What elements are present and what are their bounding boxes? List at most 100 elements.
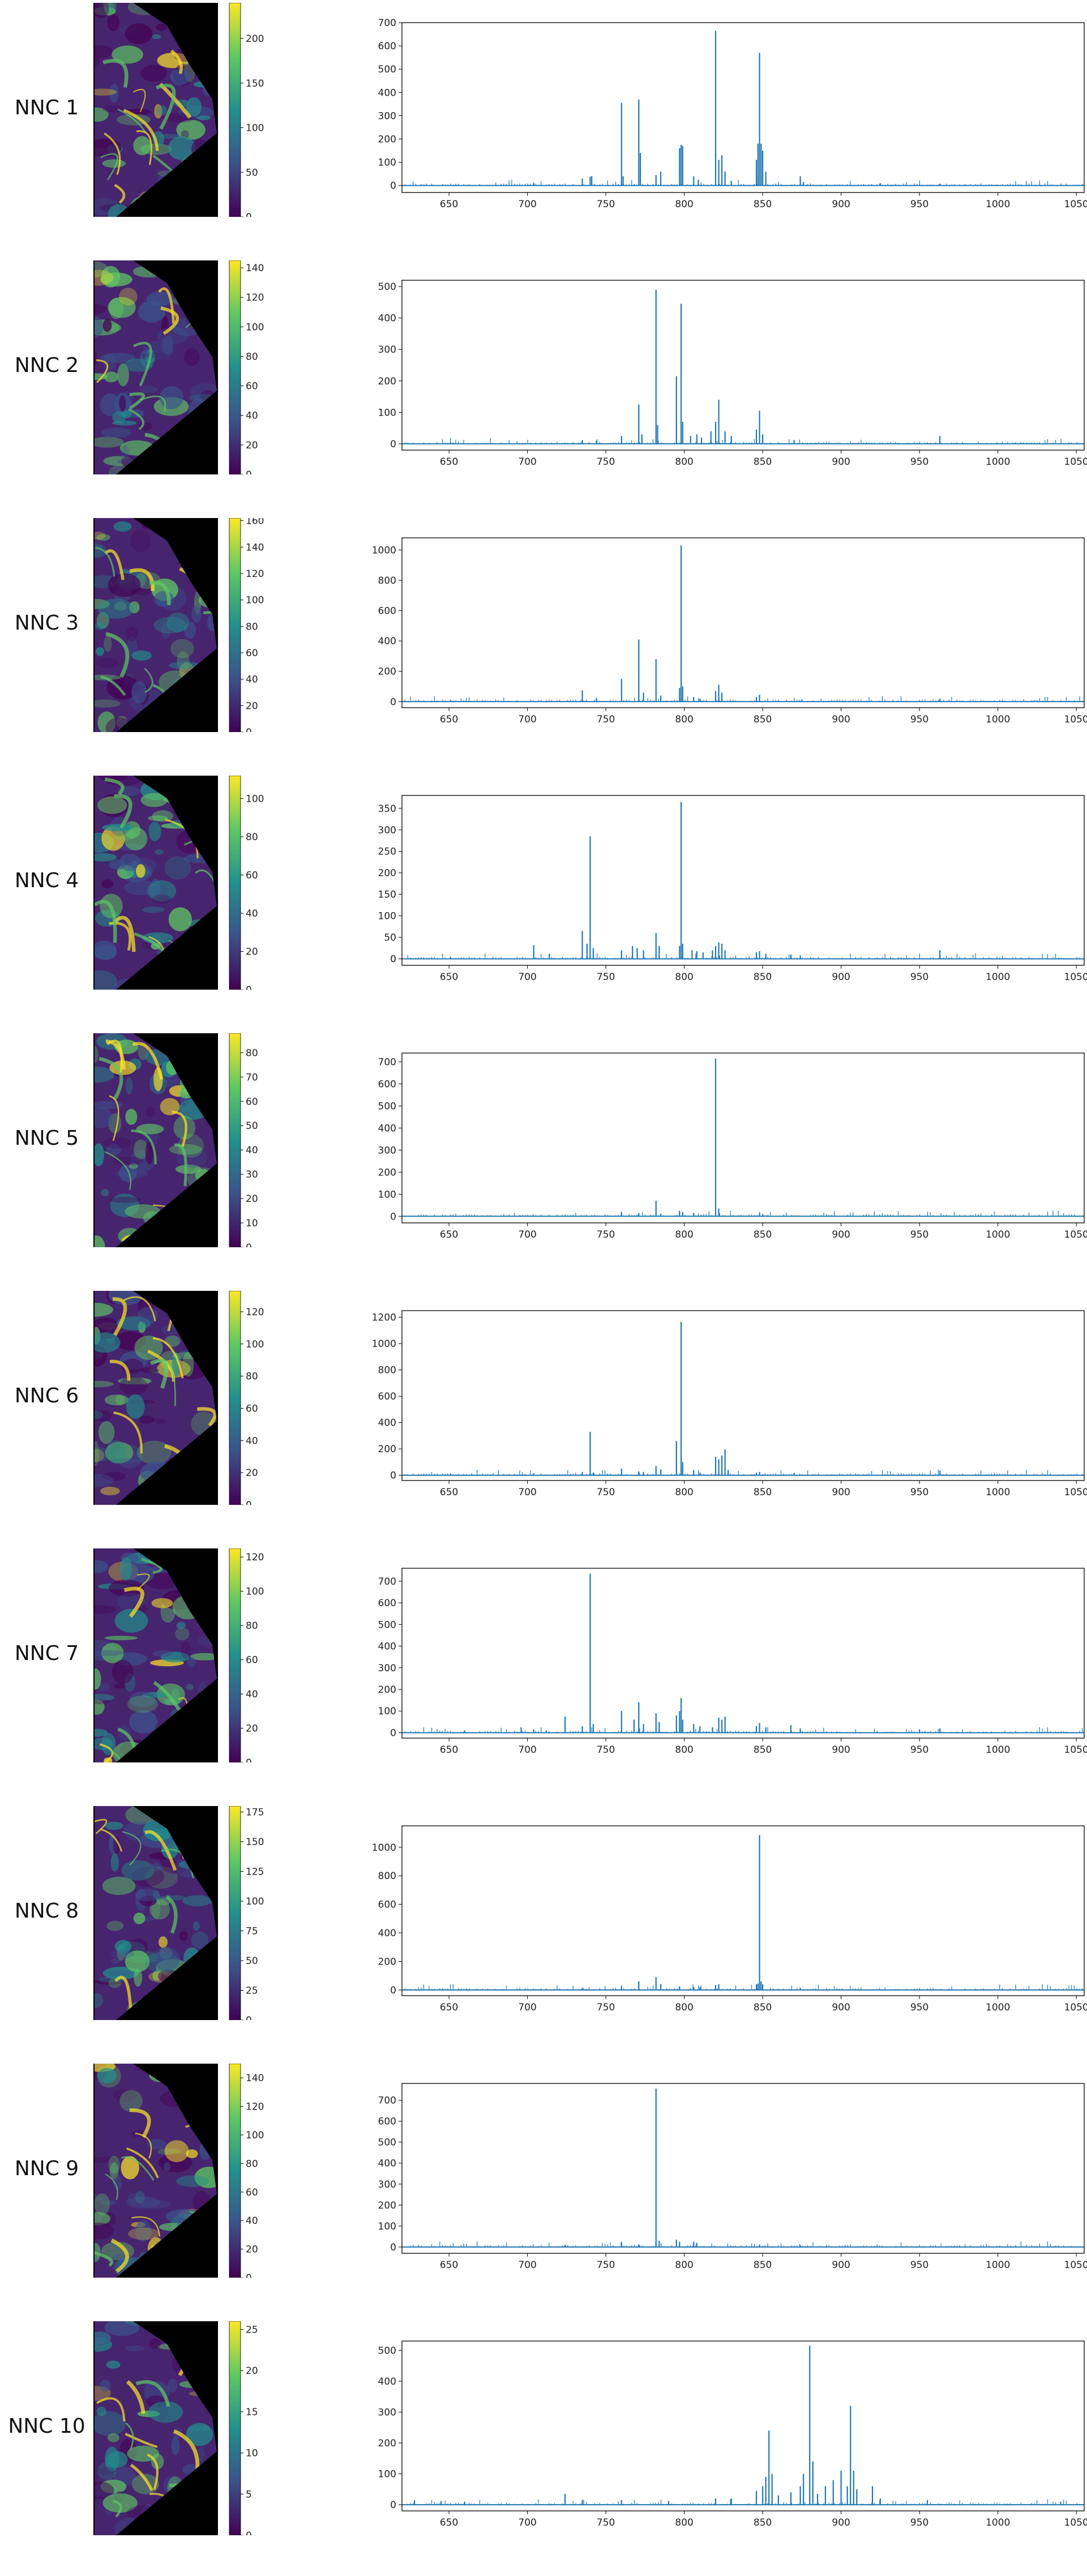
y-tick-label: 800 — [378, 575, 396, 587]
y-tick-label: 350 — [378, 803, 396, 815]
x-tick-label: 1050 — [1064, 714, 1087, 725]
y-tick-label: 600 — [378, 1598, 396, 1609]
colorbar-tick-label: 80 — [246, 621, 258, 632]
y-tick-label: 100 — [378, 2469, 396, 2480]
component-label: NNC 5 — [14, 1127, 79, 1150]
x-tick-label: 800 — [675, 1744, 693, 1756]
mass-spectrum-chart: 0 200 400 600 800 1000 650 700 750 800 850 900 950 10… — [372, 1825, 1087, 2013]
tissue-ion-image — [93, 2064, 218, 2278]
x-tick-label: 850 — [754, 972, 772, 983]
mass-spectrum-chart: 0 200 400 600 800 1000 1200 650 700 750 800 850 900 9… — [372, 1310, 1087, 1498]
y-tick-label: 400 — [378, 1928, 396, 1939]
colorbar-tick-label: 100 — [246, 595, 264, 606]
x-tick-label: 1050 — [1064, 1229, 1087, 1240]
y-tick-label: 0 — [390, 2500, 396, 2511]
spectrum-noise — [404, 1727, 1083, 1733]
tissue-ion-image — [93, 2321, 218, 2535]
y-tick-label: 200 — [378, 868, 396, 879]
mass-spectrum-chart: 0 100 200 300 400 500 600 700 650 700 750 800 850 900… — [378, 18, 1087, 210]
x-tick-label: 800 — [675, 972, 693, 983]
x-tick-label: 700 — [518, 1487, 536, 1498]
x-tick-label: 650 — [440, 1229, 458, 1240]
colorbar-tick-label: 30 — [246, 1169, 258, 1180]
x-tick-label: 750 — [597, 972, 615, 983]
colorbar: 0 10 20 30 40 50 60 70 80 — [229, 1033, 258, 1247]
y-tick-label: 0 — [390, 181, 396, 192]
y-tick-label: 100 — [378, 157, 396, 169]
x-tick-label: 700 — [518, 714, 536, 725]
mass-spectrum-chart: 0 100 200 300 400 500 600 700 650 700 750 800 850 900… — [378, 1052, 1087, 1240]
colorbar-tick-label: 50 — [246, 167, 258, 178]
y-tick-label: 300 — [378, 2179, 396, 2190]
colorbar: 0 20 40 60 80 100 120 140 160 — [229, 518, 264, 732]
x-tick-label: 1000 — [986, 1229, 1010, 1240]
nnc-row: NNC 7 0 20 40 60 80 100 120 0 100 200 300 400 500 600 7… — [0, 1546, 1087, 1803]
plot-frame — [401, 1310, 1085, 1481]
y-tick-label: 200 — [378, 1956, 396, 1967]
x-tick-label: 1050 — [1064, 2002, 1087, 2013]
x-tick-label: 850 — [754, 2002, 772, 2013]
component-label: NNC 8 — [14, 1899, 79, 1923]
plot-frame — [401, 2083, 1085, 2254]
y-tick-label: 100 — [378, 1189, 396, 1200]
x-tick-label: 1000 — [986, 972, 1010, 983]
nnc-row: NNC 2 0 20 40 60 80 100 120 140 0 100 200 300 400 500 6… — [0, 258, 1087, 515]
colorbar-tick-label: 40 — [246, 674, 258, 686]
colorbar-tick-label: 120 — [246, 292, 264, 303]
x-tick-label: 900 — [832, 199, 850, 210]
x-tick-label: 850 — [754, 456, 772, 468]
colorbar-tick-label: 60 — [246, 2187, 258, 2198]
y-tick-label: 800 — [378, 1871, 396, 1882]
y-tick-label: 400 — [378, 1123, 396, 1134]
y-tick-label: 200 — [378, 2438, 396, 2449]
x-tick-label: 750 — [597, 456, 615, 468]
nnc-row: NNC 1 0 50 100 150 200 0 100 200 300 400 500 600 700 6… — [0, 0, 1087, 258]
colorbar-tick-label: 0 — [246, 1500, 252, 1505]
colorbar-tick-label: 20 — [246, 1193, 258, 1205]
x-tick-label: 800 — [675, 456, 693, 468]
colorbar: 0 20 40 60 80 100 120 — [229, 1548, 264, 1762]
tissue-ion-image — [93, 776, 218, 990]
x-tick-label: 800 — [675, 2517, 693, 2528]
x-tick-label: 950 — [910, 2517, 928, 2528]
tissue-ion-image — [93, 1291, 218, 1505]
colorbar-tick-label: 160 — [246, 518, 264, 527]
colorbar-tick-label: 60 — [246, 870, 258, 882]
colorbar-tick-label: 0 — [246, 2015, 252, 2020]
x-tick-label: 750 — [597, 1487, 615, 1498]
x-tick-label: 650 — [440, 2260, 458, 2271]
colorbar-tick-label: 80 — [246, 832, 258, 843]
x-tick-label: 1000 — [986, 714, 1010, 725]
colorbar-tick-label: 20 — [246, 1723, 258, 1735]
colorbar-tick-label: 60 — [246, 1655, 258, 1666]
colorbar-tick-label: 60 — [246, 381, 258, 392]
tissue-ion-image — [93, 1806, 218, 2020]
colorbar-tick-label: 10 — [246, 1218, 258, 1229]
x-tick-label: 700 — [518, 2517, 536, 2528]
x-tick-label: 900 — [832, 1229, 850, 1240]
y-tick-label: 600 — [378, 2116, 396, 2128]
x-tick-label: 1050 — [1064, 2517, 1087, 2528]
nnc-row: NNC 602040608010012002004006008001000120… — [0, 1288, 1087, 1546]
nnc-row: NNC 402040608010005010015020025030035065… — [0, 773, 1087, 1030]
y-tick-label: 0 — [390, 2242, 396, 2253]
x-tick-label: 750 — [597, 2260, 615, 2271]
y-tick-label: 200 — [378, 2200, 396, 2211]
mass-spectrum-chart: 0 200 400 600 800 1000 650 700 750 800 850 900 950 10… — [372, 537, 1087, 725]
colorbar-tick-label: 20 — [246, 700, 258, 712]
colorbar-tick-label: 100 — [246, 1339, 264, 1350]
y-tick-label: 200 — [378, 666, 396, 678]
x-tick-label: 950 — [910, 1487, 928, 1498]
x-tick-label: 1050 — [1064, 456, 1087, 468]
y-tick-label: 500 — [378, 1101, 396, 1112]
y-tick-label: 250 — [378, 846, 396, 858]
x-tick-label: 650 — [440, 2002, 458, 2013]
y-tick-label: 300 — [378, 110, 396, 122]
tissue-ion-image — [93, 260, 218, 474]
spectrum-noise — [404, 1469, 1083, 1475]
plot-frame — [401, 280, 1085, 451]
plot-frame — [401, 1052, 1085, 1223]
spectrum-noise — [404, 696, 1083, 702]
x-tick-label: 650 — [440, 199, 458, 210]
x-tick-label: 750 — [597, 199, 615, 210]
